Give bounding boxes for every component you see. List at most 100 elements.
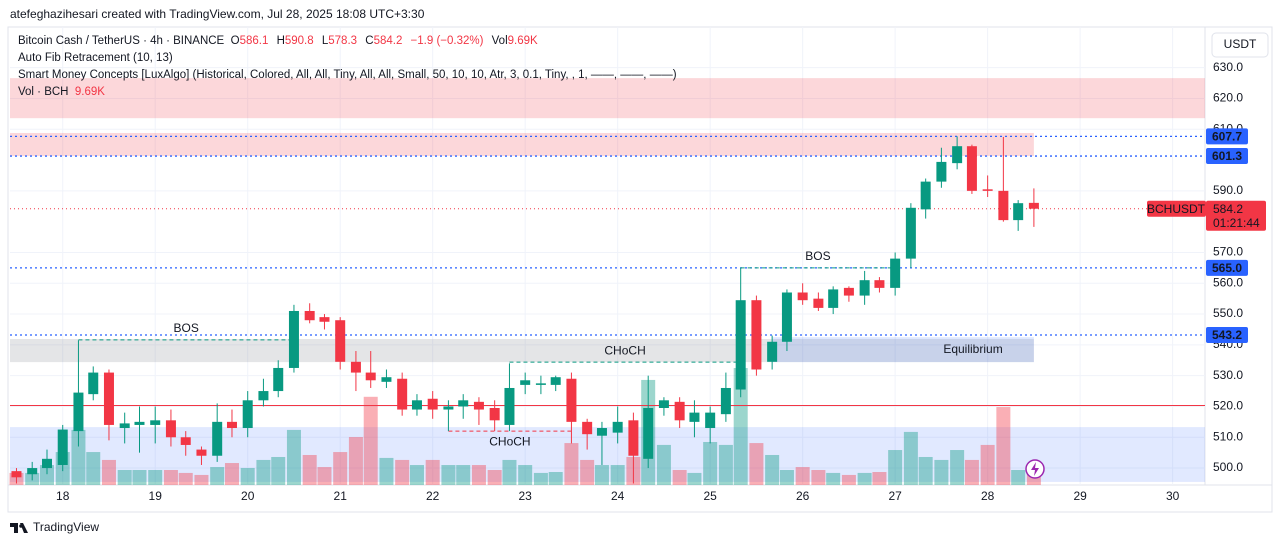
zone [772, 337, 1034, 363]
volume-bar [918, 456, 933, 485]
volume-bar [471, 465, 486, 485]
candle-body [628, 420, 639, 456]
x-tick-label: 19 [149, 489, 163, 503]
candle-body [658, 400, 669, 408]
x-tick-label: 18 [56, 489, 70, 503]
candle-body [582, 421, 593, 435]
volume-bar [39, 465, 54, 485]
volume-bar [194, 474, 209, 485]
legend-volume: Vol · BCH 9.69K [18, 86, 110, 98]
brand-logo-dot [19, 524, 23, 528]
candle-body [258, 391, 269, 401]
brand-logo [10, 523, 28, 533]
candle-body [735, 300, 746, 390]
candle-body [520, 380, 531, 385]
legend-high: 590.8 [284, 35, 314, 47]
candle-body [212, 421, 223, 456]
y-tick-label: 620.0 [1213, 91, 1243, 105]
zone [10, 78, 1205, 119]
candle-body [88, 372, 99, 395]
alert-icon-bolt [1031, 462, 1039, 476]
legend-volume-value: 9.69K [74, 86, 105, 98]
volume-bar [395, 459, 410, 485]
x-tick-label: 24 [611, 489, 625, 503]
chart-frame [7, 26, 1273, 513]
candle-body [458, 400, 469, 407]
level-badge-label: 607.7 [1212, 130, 1242, 144]
legend-indicator: Auto Fib Retracement (10, 13) [18, 52, 173, 64]
x-tick-label: 25 [703, 489, 717, 503]
level-badge [1206, 128, 1248, 145]
level-badge-label: 565.0 [1212, 261, 1242, 275]
legend-close: 584.2 [373, 35, 403, 47]
volume-bar [86, 452, 101, 485]
legend-o: O [230, 35, 240, 47]
candle-body [226, 421, 237, 429]
candle-body [689, 412, 700, 422]
volume-bar [425, 459, 440, 485]
volume-bar [656, 444, 671, 485]
volume-bar [178, 472, 193, 485]
legend-open: 586.1 [239, 35, 269, 47]
volume-bar [564, 443, 579, 485]
level-badge-label: 543.2 [1212, 328, 1242, 342]
candle-body [180, 437, 191, 445]
candle-body [566, 378, 577, 422]
volume-bar [996, 407, 1011, 485]
volume-bar [548, 472, 563, 485]
volume-bar [765, 454, 780, 485]
countdown: 01:21:44 [1213, 216, 1260, 230]
volume-bar [903, 431, 918, 485]
volume-bar [872, 472, 887, 485]
candle-body [11, 471, 22, 478]
candle-body [288, 310, 299, 368]
volume-bar [610, 465, 625, 485]
candle-body [550, 377, 561, 385]
candle-body [966, 146, 977, 191]
candle-body [57, 429, 68, 465]
candle-body [473, 401, 484, 410]
candle-body [73, 392, 84, 432]
candle-body [119, 423, 130, 429]
candle-body [982, 189, 993, 191]
candle-body [781, 292, 792, 342]
symbol-badge-label: BCHUSDT [1147, 202, 1206, 216]
y-tick-label: 590.0 [1213, 183, 1243, 197]
volume-bar [456, 465, 471, 485]
volume-bar [1011, 469, 1026, 485]
candle-body [843, 287, 854, 296]
brand-name: TradingView [33, 520, 99, 534]
x-tick-label: 30 [1166, 489, 1180, 503]
candle-body [596, 428, 607, 436]
candle-body [427, 398, 438, 410]
volume-bar [580, 459, 595, 485]
candle-body [41, 458, 52, 469]
volume-bar [980, 444, 995, 485]
volume-bar [348, 437, 363, 485]
price-badge-label: 584.2 [1213, 202, 1243, 216]
candle-body [411, 400, 422, 410]
candle-body [767, 341, 778, 362]
candle-body [705, 412, 716, 429]
legend-change: −1.9 (−0.32%) [410, 35, 484, 47]
volume-bar [441, 465, 456, 485]
legend-volume-name: Vol · BCH [18, 86, 69, 98]
candle-body [874, 280, 885, 288]
structure-label: BOS [174, 321, 199, 335]
volume-bar [533, 472, 548, 485]
candle-body [936, 161, 947, 182]
volume-bar [749, 443, 764, 485]
symbol-badge [1147, 200, 1206, 217]
candle-body [998, 190, 1009, 221]
volume-bar [703, 441, 718, 485]
level-badge [1206, 259, 1248, 276]
candle-body [828, 289, 839, 308]
y-tick-label: 560.0 [1213, 275, 1243, 289]
candle-body [397, 378, 408, 410]
legend-indicator: Smart Money Concepts [LuxAlgo] (Historic… [18, 69, 677, 81]
volume-bar [934, 459, 949, 485]
x-tick-label: 22 [426, 489, 440, 503]
volume-bar [826, 472, 841, 485]
